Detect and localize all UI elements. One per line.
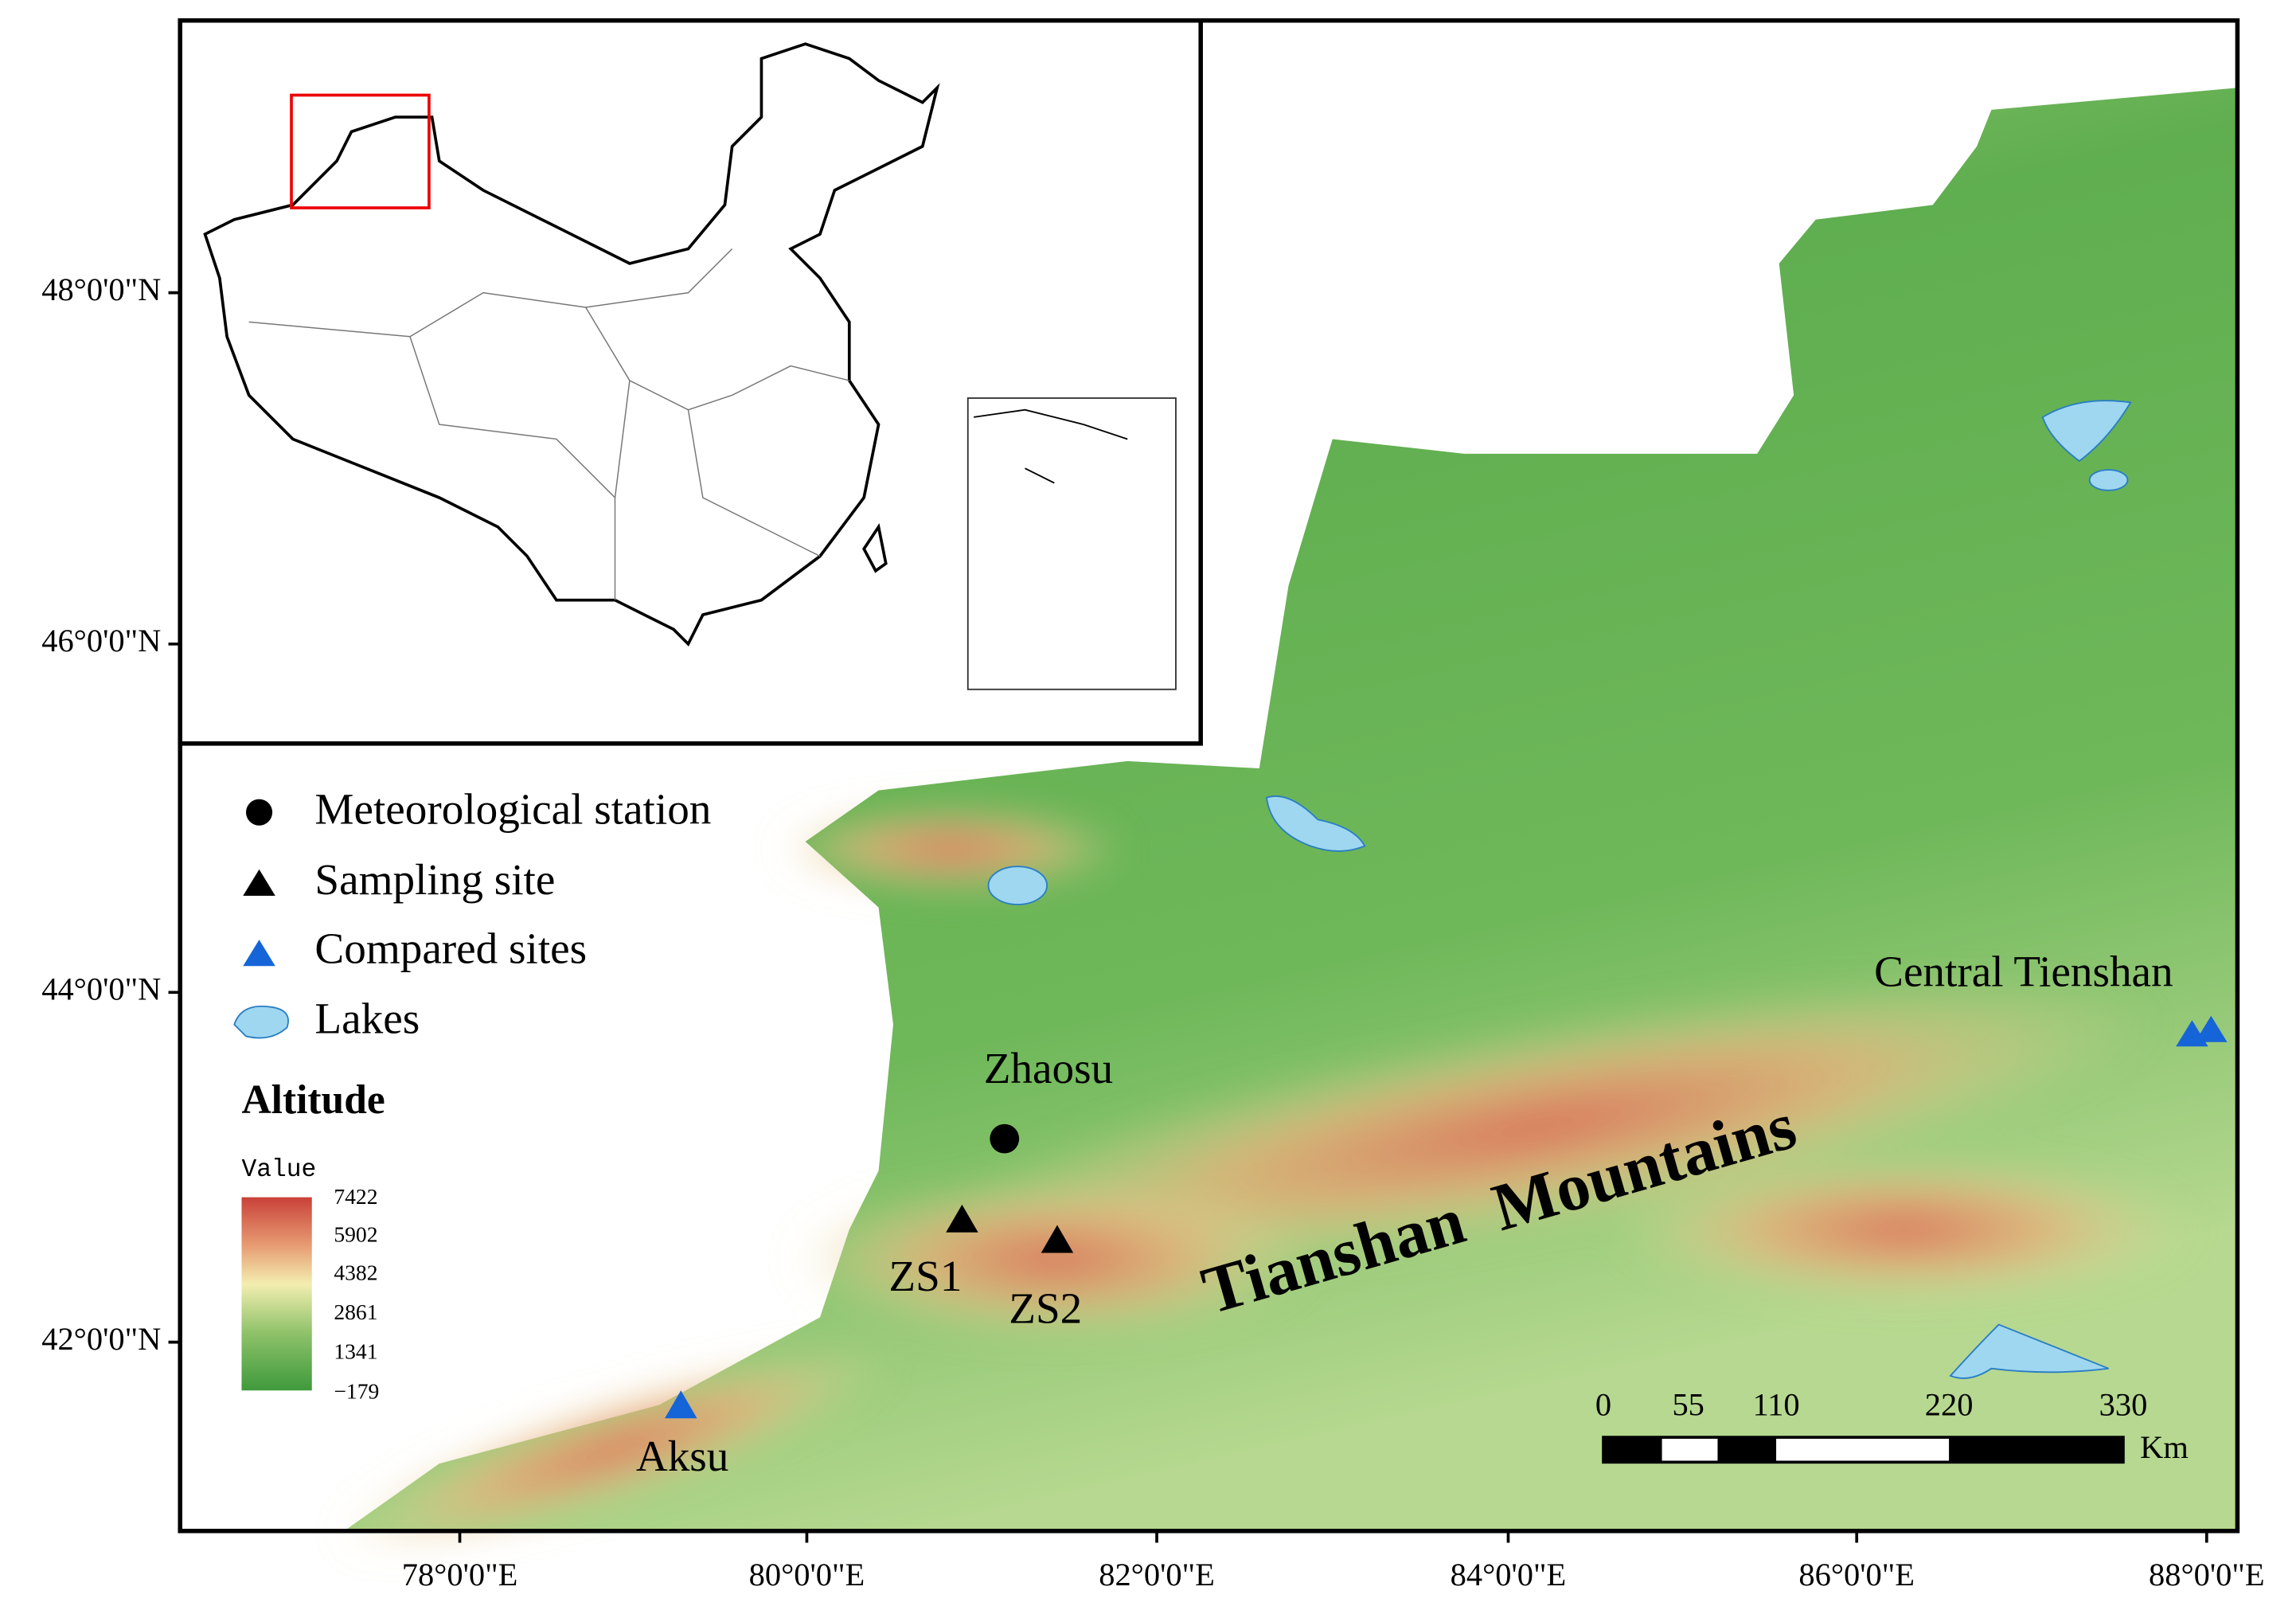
lon-label: 80°0'0"E	[749, 1557, 865, 1592]
colorbar-label: 1341	[334, 1339, 377, 1364]
legend-label: Meteorological station	[314, 785, 711, 834]
lat-label: 44°0'0"N	[41, 971, 161, 1007]
colorbar-title: Value	[241, 1156, 316, 1184]
lon-label: 82°0'0"E	[1099, 1557, 1215, 1592]
legend-label: Compared sites	[314, 924, 587, 972]
lat-label: 48°0'0"N	[41, 272, 161, 307]
longitude-labels: 78°0'0"E 80°0'0"E 82°0'0"E 84°0'0"E 86°0…	[402, 1557, 2265, 1592]
place-label: Aksu	[636, 1432, 728, 1480]
scale-label: 220	[1925, 1387, 1974, 1423]
place-label: ZS2	[1009, 1284, 1082, 1333]
lon-label: 84°0'0"E	[1451, 1557, 1567, 1592]
lon-label: 86°0'0"E	[1798, 1557, 1915, 1592]
colorbar-label: 4382	[334, 1260, 377, 1284]
colorbar	[241, 1197, 312, 1391]
ticks	[168, 291, 2208, 1543]
map-frame	[178, 18, 2240, 1534]
scale-unit: Km	[2140, 1429, 2189, 1465]
colorbar-label: −179	[334, 1378, 379, 1403]
scale-label: 55	[1672, 1387, 1704, 1423]
colorbar-label: 2861	[334, 1299, 377, 1324]
scale-bar: 0 55 110 220 330 Km	[1595, 1387, 2189, 1465]
scale-label: 110	[1752, 1387, 1799, 1423]
lat-label: 42°0'0"N	[41, 1321, 161, 1357]
colorbar-label: 5902	[334, 1222, 377, 1247]
place-label: Central Tienshan	[1874, 948, 2173, 996]
terrain	[336, 88, 2238, 1552]
scale-label: 0	[1595, 1387, 1611, 1423]
scale-label: 330	[2099, 1387, 2148, 1423]
colorbar-label: 7422	[334, 1184, 377, 1209]
legend-label: Lakes	[314, 995, 420, 1043]
lat-label: 46°0'0"N	[41, 623, 161, 658]
legend-title: Altitude	[241, 1077, 385, 1123]
place-label: Zhaosu	[984, 1044, 1113, 1092]
legend-label: Sampling site	[314, 855, 555, 904]
place-label: ZS1	[888, 1252, 962, 1300]
legend: Meteorological station Sampling site Com…	[233, 785, 711, 1403]
latitude-labels: 48°0'0"N 46°0'0"N 44°0'0"N 42°0'0"N	[41, 272, 2208, 1543]
lon-label: 78°0'0"E	[402, 1557, 518, 1592]
lon-label: 88°0'0"E	[2149, 1557, 2265, 1592]
inset	[178, 18, 1203, 746]
